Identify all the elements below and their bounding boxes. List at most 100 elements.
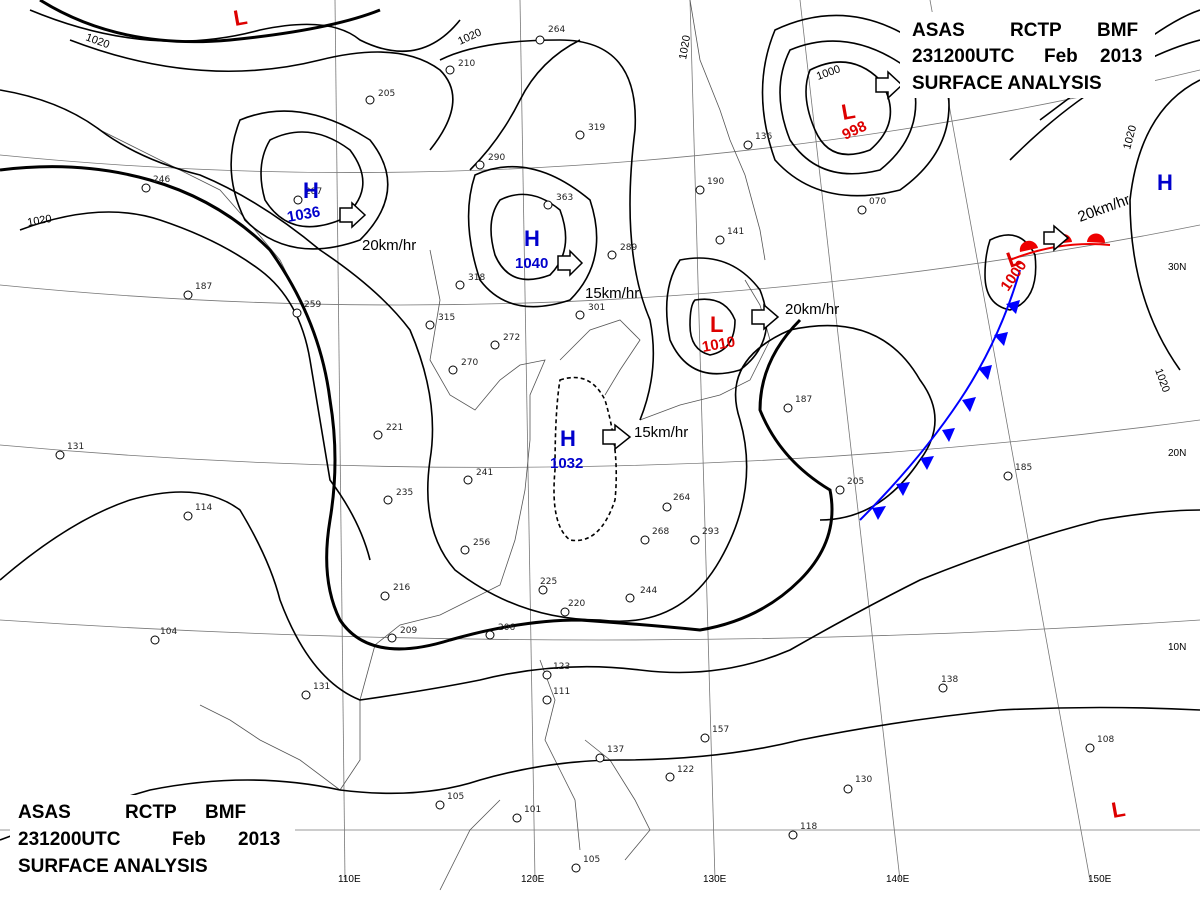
header-top-month: Feb bbox=[1044, 46, 1078, 67]
station-value: 104 bbox=[160, 627, 177, 637]
station-dot bbox=[293, 195, 303, 205]
front-triangle bbox=[978, 365, 992, 380]
lon-label: 110E bbox=[338, 874, 361, 885]
high-center-value: 1032 bbox=[550, 455, 583, 472]
parallel-10n bbox=[0, 619, 1200, 641]
isobar-label: 1020 bbox=[1121, 124, 1139, 151]
station-value: 319 bbox=[588, 123, 605, 133]
station-dot bbox=[365, 95, 375, 105]
station-value: 225 bbox=[540, 577, 557, 587]
motion-arrow bbox=[751, 303, 780, 331]
station-value: 105 bbox=[447, 792, 464, 802]
header-bottom-code-1: ASAS bbox=[18, 802, 71, 823]
lat-label: 10N bbox=[1168, 642, 1186, 653]
station-value: 210 bbox=[458, 59, 475, 69]
high-center-value: 1040 bbox=[515, 255, 548, 272]
station-value: 070 bbox=[869, 197, 886, 207]
station-dot bbox=[387, 633, 397, 643]
station-value: 138 bbox=[941, 675, 958, 685]
motion-arrows bbox=[339, 70, 1070, 451]
lon-label: 140E bbox=[886, 874, 910, 885]
station-dot bbox=[595, 753, 605, 763]
station-value: 187 bbox=[195, 282, 212, 292]
isobar bbox=[469, 39, 581, 171]
station-value: 272 bbox=[503, 333, 520, 343]
station-dot bbox=[743, 140, 753, 150]
lat-label: 30N bbox=[1168, 262, 1186, 273]
graticule-labels: 110E 120E 130E 140E 150E 30N 20N 10N bbox=[338, 262, 1186, 885]
header-bottom-code-2: RCTP bbox=[125, 802, 177, 823]
station-value: 287 bbox=[305, 187, 322, 197]
station-dot bbox=[373, 430, 383, 440]
low-center-letter: L bbox=[710, 312, 723, 337]
meridian-130e bbox=[689, 0, 716, 881]
graticule bbox=[0, 0, 1200, 881]
coastline-philippines bbox=[539, 659, 581, 851]
station-value: 205 bbox=[378, 89, 395, 99]
high-center-value: 1036 bbox=[286, 203, 322, 226]
station-value: 111 bbox=[553, 687, 570, 697]
station-dot bbox=[141, 183, 151, 193]
station-dot bbox=[788, 830, 798, 840]
station-dot bbox=[938, 683, 948, 693]
header-top-time: 231200UTC bbox=[912, 46, 1015, 67]
motion-arrow bbox=[875, 70, 904, 100]
pressure-centers: H 1036 H 1040 H 1032 H L 998 L 1010 L 10… bbox=[232, 4, 1173, 823]
station-dot bbox=[575, 310, 585, 320]
lon-label: 130E bbox=[703, 874, 727, 885]
isobar-label: 1020 bbox=[456, 26, 483, 47]
lon-label: 120E bbox=[521, 874, 545, 885]
station-dot bbox=[475, 160, 485, 170]
isobar bbox=[29, 9, 461, 52]
station-value: 190 bbox=[707, 177, 724, 187]
header-bottom-year: 2013 bbox=[238, 829, 280, 850]
station-value: 131 bbox=[313, 682, 330, 692]
parallel-20n bbox=[0, 419, 1200, 468]
station-dot bbox=[575, 130, 585, 140]
isobar bbox=[467, 165, 598, 308]
low-center-letter: L bbox=[840, 98, 858, 125]
station-dot bbox=[383, 495, 393, 505]
meridian-150e bbox=[929, 0, 1091, 881]
isobar bbox=[439, 39, 655, 421]
high-center-letter: H bbox=[1157, 170, 1173, 195]
meridian-140e bbox=[799, 0, 901, 881]
station-value: 157 bbox=[712, 725, 729, 735]
station-dot bbox=[455, 280, 465, 290]
isobar bbox=[0, 491, 1200, 701]
header-top-code-1: ASAS bbox=[912, 20, 965, 41]
station-value: 264 bbox=[673, 493, 690, 503]
station-dot bbox=[183, 290, 193, 300]
station-value: 289 bbox=[620, 243, 637, 253]
header-top-code-3: BMF bbox=[1097, 20, 1138, 41]
coastline-borneo bbox=[439, 799, 501, 891]
station-value: 264 bbox=[548, 25, 565, 35]
isobars-heavy bbox=[0, 0, 834, 651]
station-dot bbox=[380, 591, 390, 601]
isobar-1020 bbox=[0, 165, 834, 651]
isobar bbox=[761, 14, 950, 197]
isobar bbox=[0, 706, 1200, 841]
station-dot bbox=[625, 593, 635, 603]
isobar bbox=[779, 40, 917, 175]
motion-arrow bbox=[602, 423, 632, 451]
header-top-year: 2013 bbox=[1100, 46, 1142, 67]
station-value: 206 bbox=[498, 623, 515, 633]
low-center-letter: L bbox=[1110, 796, 1128, 823]
station-value: 259 bbox=[304, 300, 321, 310]
header-top-title: SURFACE ANALYSIS bbox=[912, 73, 1102, 94]
motion-label: 20km/hr bbox=[362, 237, 416, 254]
station-dot bbox=[512, 813, 522, 823]
station-dot bbox=[662, 502, 672, 512]
station-value: 244 bbox=[640, 586, 657, 596]
station-value: 318 bbox=[468, 273, 485, 283]
station-value: 268 bbox=[652, 527, 669, 537]
station-value: 241 bbox=[476, 468, 493, 478]
station-markers bbox=[55, 35, 1095, 873]
isobar-label: 1020 bbox=[1152, 367, 1172, 394]
station-dot bbox=[445, 65, 455, 75]
station-value: 130 bbox=[855, 775, 872, 785]
front-semicircle bbox=[1087, 233, 1106, 243]
